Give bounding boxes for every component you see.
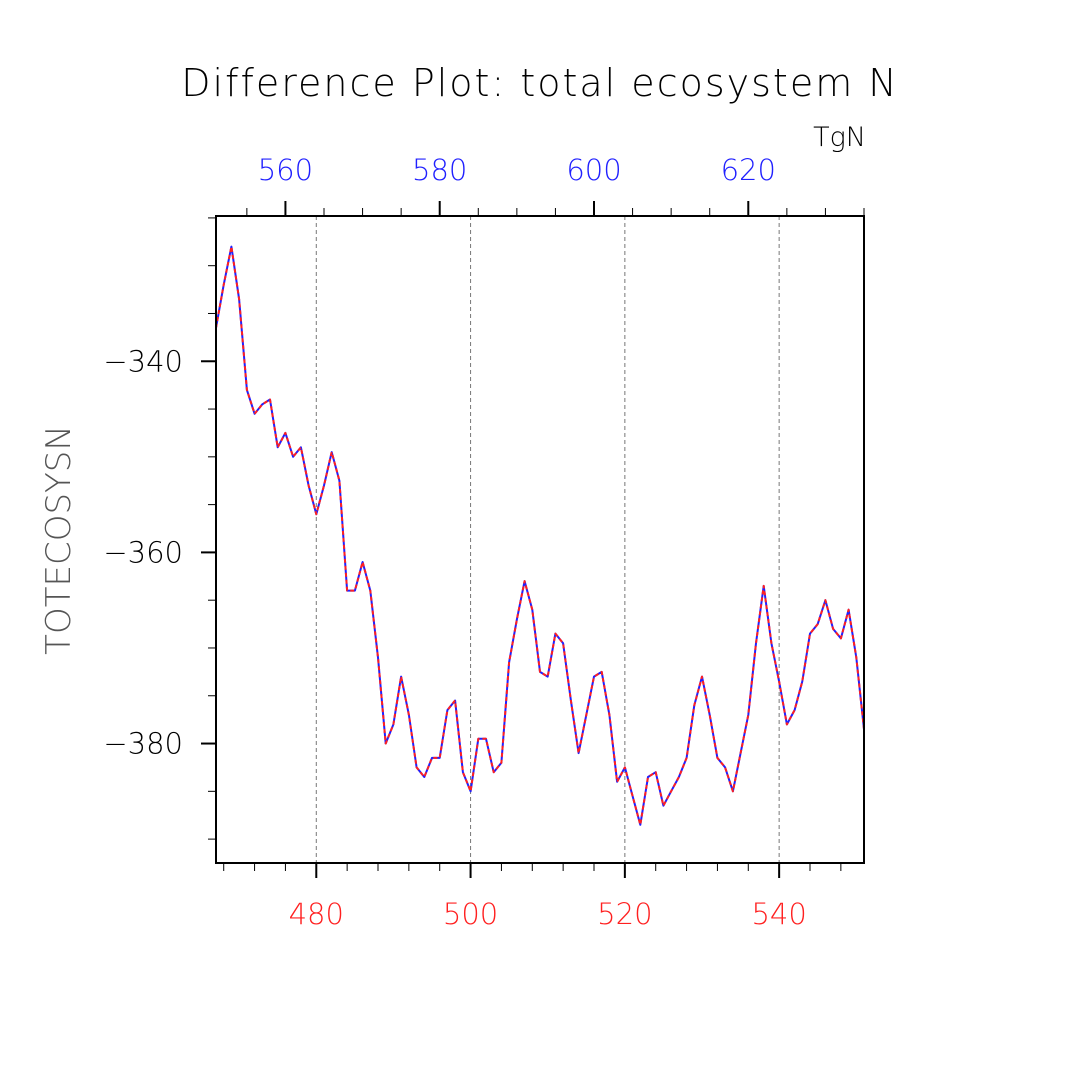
series-line-1 [215, 245, 865, 826]
x-bottom-tick-label: 540 [751, 897, 806, 931]
axis-layer: 480 500 520 540 560 580 600 620 −340 −360 −380 [103, 153, 865, 931]
series-layer [215, 245, 865, 826]
chart-title: Difference Plot: total ecosystem N [181, 61, 898, 105]
units-label: TgN [813, 122, 866, 153]
x-bottom-tick-label: 520 [597, 897, 652, 931]
plot-frame [215, 215, 865, 864]
x-top-tick-label: 620 [721, 153, 776, 187]
x-bottom-tick-label: 480 [289, 897, 344, 931]
series-line-0 [215, 245, 865, 826]
x-top-tick-label: 560 [258, 153, 313, 187]
y-tick-label: −360 [103, 535, 183, 569]
x-top-tick-label: 600 [566, 153, 621, 187]
x-bottom-tick-label: 500 [443, 897, 498, 931]
x-top-tick-label: 580 [412, 153, 467, 187]
grid-lines [315, 216, 780, 863]
y-tick-label: −380 [103, 727, 183, 761]
y-tick-label: −340 [103, 344, 183, 378]
y-axis-title: TOTECOSYSN [39, 425, 79, 655]
